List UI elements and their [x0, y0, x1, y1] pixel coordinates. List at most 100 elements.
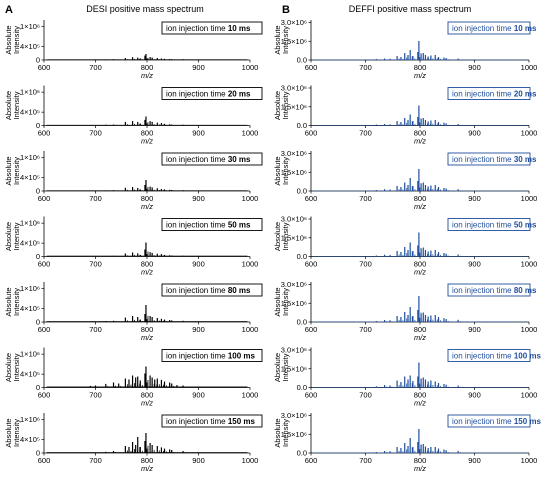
x-tick-label: 1000: [242, 260, 259, 269]
injection-time-label: ion injection time 20 ms: [166, 90, 251, 99]
x-tick-label: 600: [305, 391, 318, 400]
x-axis-label: m/z: [414, 71, 426, 80]
spectrum-plot-a-3: 0 4×10⁵ 1×10⁶ 600 700 800 900 1000 m/z AbsoluteIn…: [4, 216, 263, 277]
y-axis-label-line: Absolute: [273, 156, 282, 185]
injection-time-label-box: [161, 349, 263, 362]
x-tick-label: 700: [359, 391, 372, 400]
y-tick-label: 3.0×10⁶: [281, 18, 307, 27]
y-tick-label: 3.0×10⁶: [281, 149, 307, 158]
injection-time-value: 50 ms: [228, 221, 251, 230]
y-tick-label: 0.0: [297, 121, 307, 130]
y-axis-label-line: Intensity: [281, 419, 290, 447]
y-axis-label-line: Intensity: [12, 288, 21, 316]
y-tick-label: 1×10⁶: [20, 350, 40, 359]
injection-time-value: 150 ms: [228, 417, 256, 426]
y-tick-label: 0: [36, 383, 40, 392]
y-axis-label-line: Intensity: [12, 157, 21, 185]
y-axis-label-line: Absolute: [4, 156, 13, 185]
x-tick-label: 900: [468, 325, 481, 334]
x-tick-label: 900: [468, 129, 481, 138]
y-tick-label: 3.0×10⁶: [281, 346, 307, 355]
injection-time-label: ion injection time 30 ms: [166, 155, 251, 164]
x-axis-label: m/z: [414, 137, 426, 146]
injection-time-prefix: ion injection time: [166, 417, 228, 426]
y-axis-label-line: Absolute: [4, 287, 13, 316]
y-axis-label-line: Intensity: [12, 222, 21, 250]
injection-time-label-box: [447, 87, 531, 100]
x-tick-label: 800: [141, 194, 154, 203]
x-axis-label: m/z: [141, 137, 153, 146]
y-axis-label-line: Absolute: [273, 353, 282, 382]
x-axis-label: m/z: [141, 268, 153, 277]
injection-time-prefix: ion injection time: [166, 155, 228, 164]
y-tick-label: 4×10⁵: [20, 42, 40, 51]
x-tick-label: 800: [141, 456, 154, 465]
y-axis-label: AbsoluteIntensity: [4, 353, 21, 382]
y-axis-label-line: Intensity: [281, 353, 290, 381]
x-tick-label: 800: [414, 325, 427, 334]
injection-time-label-box: [447, 218, 531, 231]
x-tick-label: 1000: [521, 129, 538, 138]
x-tick-label: 600: [38, 260, 51, 269]
y-tick-label: 1.5×10⁶: [281, 233, 307, 242]
x-tick-label: 900: [192, 63, 205, 72]
y-tick-label: 3.0×10⁶: [281, 280, 307, 289]
x-tick-label: 900: [192, 325, 205, 334]
y-tick-label: 3.0×10⁶: [281, 84, 307, 93]
y-tick-label: 0.0: [297, 56, 307, 65]
x-axis-label: m/z: [141, 333, 153, 342]
injection-time-value: 10 ms: [514, 24, 537, 33]
y-tick-label: 1×10⁶: [20, 88, 40, 97]
x-tick-label: 900: [468, 63, 481, 72]
x-tick-label: 1000: [521, 194, 538, 203]
panel-title-a: DESI positive mass spectrum: [86, 4, 204, 14]
y-tick-label: 4×10⁵: [20, 304, 40, 313]
x-tick-label: 1000: [242, 391, 259, 400]
x-tick-label: 600: [38, 325, 51, 334]
y-tick-label: 1.5×10⁶: [281, 299, 307, 308]
y-tick-label: 0: [36, 121, 40, 130]
injection-time-label-box: [447, 414, 531, 428]
x-tick-label: 600: [38, 391, 51, 400]
y-axis-label-line: Intensity: [281, 222, 290, 250]
injection-time-label: ion injection time 80 ms: [166, 286, 251, 295]
y-tick-label: 1.5×10⁶: [281, 37, 307, 46]
x-tick-label: 900: [468, 456, 481, 465]
x-tick-label: 800: [414, 391, 427, 400]
injection-time-value: 10 ms: [228, 24, 251, 33]
x-tick-label: 1000: [521, 63, 538, 72]
x-tick-label: 700: [89, 194, 102, 203]
x-tick-label: 1000: [242, 325, 259, 334]
spectrum-plot-a-5: 0 4×10⁵ 1×10⁶ 600 700 800 900 1000 m/z AbsoluteIn…: [4, 347, 263, 408]
x-tick-label: 900: [192, 129, 205, 138]
injection-time-label-box: [161, 152, 263, 166]
y-axis-label: AbsoluteIntensity: [4, 91, 21, 120]
injection-time-label: ion injection time 20 ms: [452, 90, 537, 99]
y-axis-label-line: Intensity: [12, 26, 21, 54]
injection-time-value: 50 ms: [514, 221, 537, 230]
y-tick-label: 1×10⁶: [20, 415, 40, 424]
injection-time-label: ion injection time 100 ms: [166, 352, 255, 361]
y-tick-label: 4×10⁵: [20, 370, 40, 379]
y-axis-label-line: Absolute: [4, 222, 13, 251]
x-tick-label: 800: [414, 260, 427, 269]
injection-time-label: ion injection time 150 ms: [166, 417, 255, 426]
injection-time-label: ion injection time 80 ms: [452, 286, 537, 295]
y-axis-label-line: Absolute: [273, 222, 282, 251]
injection-time-label-box: [447, 152, 531, 166]
x-tick-label: 900: [468, 194, 481, 203]
x-tick-label: 700: [359, 456, 372, 465]
x-tick-label: 700: [89, 129, 102, 138]
injection-time-label: ion injection time 50 ms: [452, 221, 537, 230]
y-axis-label-line: Intensity: [12, 353, 21, 381]
x-tick-label: 600: [305, 63, 318, 72]
spectrum-plot-a-6: 0 4×10⁵ 1×10⁶ 600 700 800 900 1000 m/z AbsoluteIn…: [4, 413, 263, 473]
y-tick-label: 3.0×10⁶: [281, 411, 307, 420]
panel-letter-a: A: [5, 4, 13, 16]
x-tick-label: 800: [141, 63, 154, 72]
y-axis-label-line: Absolute: [4, 353, 13, 382]
y-axis-label-line: Intensity: [12, 419, 21, 447]
y-axis-label: AbsoluteIntensity: [273, 222, 290, 251]
